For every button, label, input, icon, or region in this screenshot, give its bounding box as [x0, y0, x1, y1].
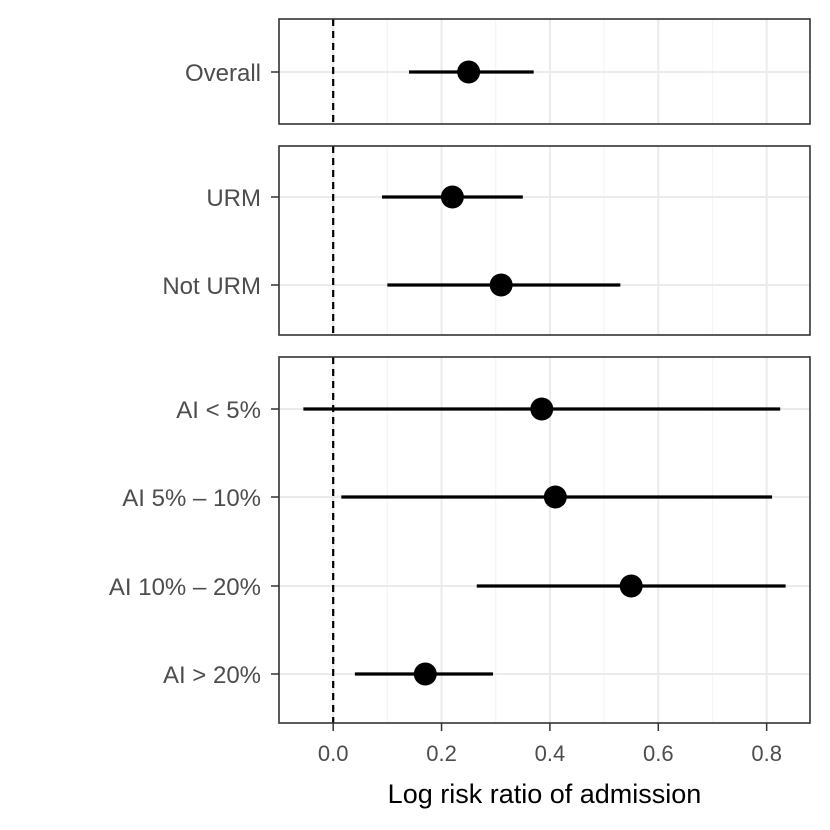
- point-estimate: [543, 485, 567, 509]
- x-axis-title: Log risk ratio of admission: [388, 779, 702, 809]
- panel-background: [279, 146, 810, 335]
- point-estimate: [413, 662, 437, 686]
- y-tick-label: Not URM: [162, 273, 261, 300]
- panel-border: [278, 18, 811, 125]
- y-tick-label: AI 10% – 20%: [109, 574, 261, 601]
- panel-border: [278, 145, 811, 336]
- point-estimate: [619, 574, 643, 598]
- y-tick-label: AI < 5%: [176, 397, 261, 424]
- y-tick-label: URM: [206, 185, 261, 212]
- point-estimate: [440, 185, 464, 209]
- x-tick-label: 0.4: [535, 741, 566, 766]
- point-estimate: [530, 397, 554, 421]
- x-tick-label: 0.8: [751, 741, 782, 766]
- point-estimate: [457, 60, 481, 84]
- y-tick-label: AI > 20%: [163, 662, 261, 689]
- x-tick-label: 0.6: [643, 741, 674, 766]
- panel-border: [278, 356, 811, 724]
- y-tick-label: AI 5% – 10%: [122, 485, 261, 512]
- x-tick-label: 0.2: [426, 741, 457, 766]
- point-estimate: [489, 273, 513, 297]
- y-tick-label: Overall: [185, 60, 261, 87]
- x-tick-label: 0.0: [318, 741, 349, 766]
